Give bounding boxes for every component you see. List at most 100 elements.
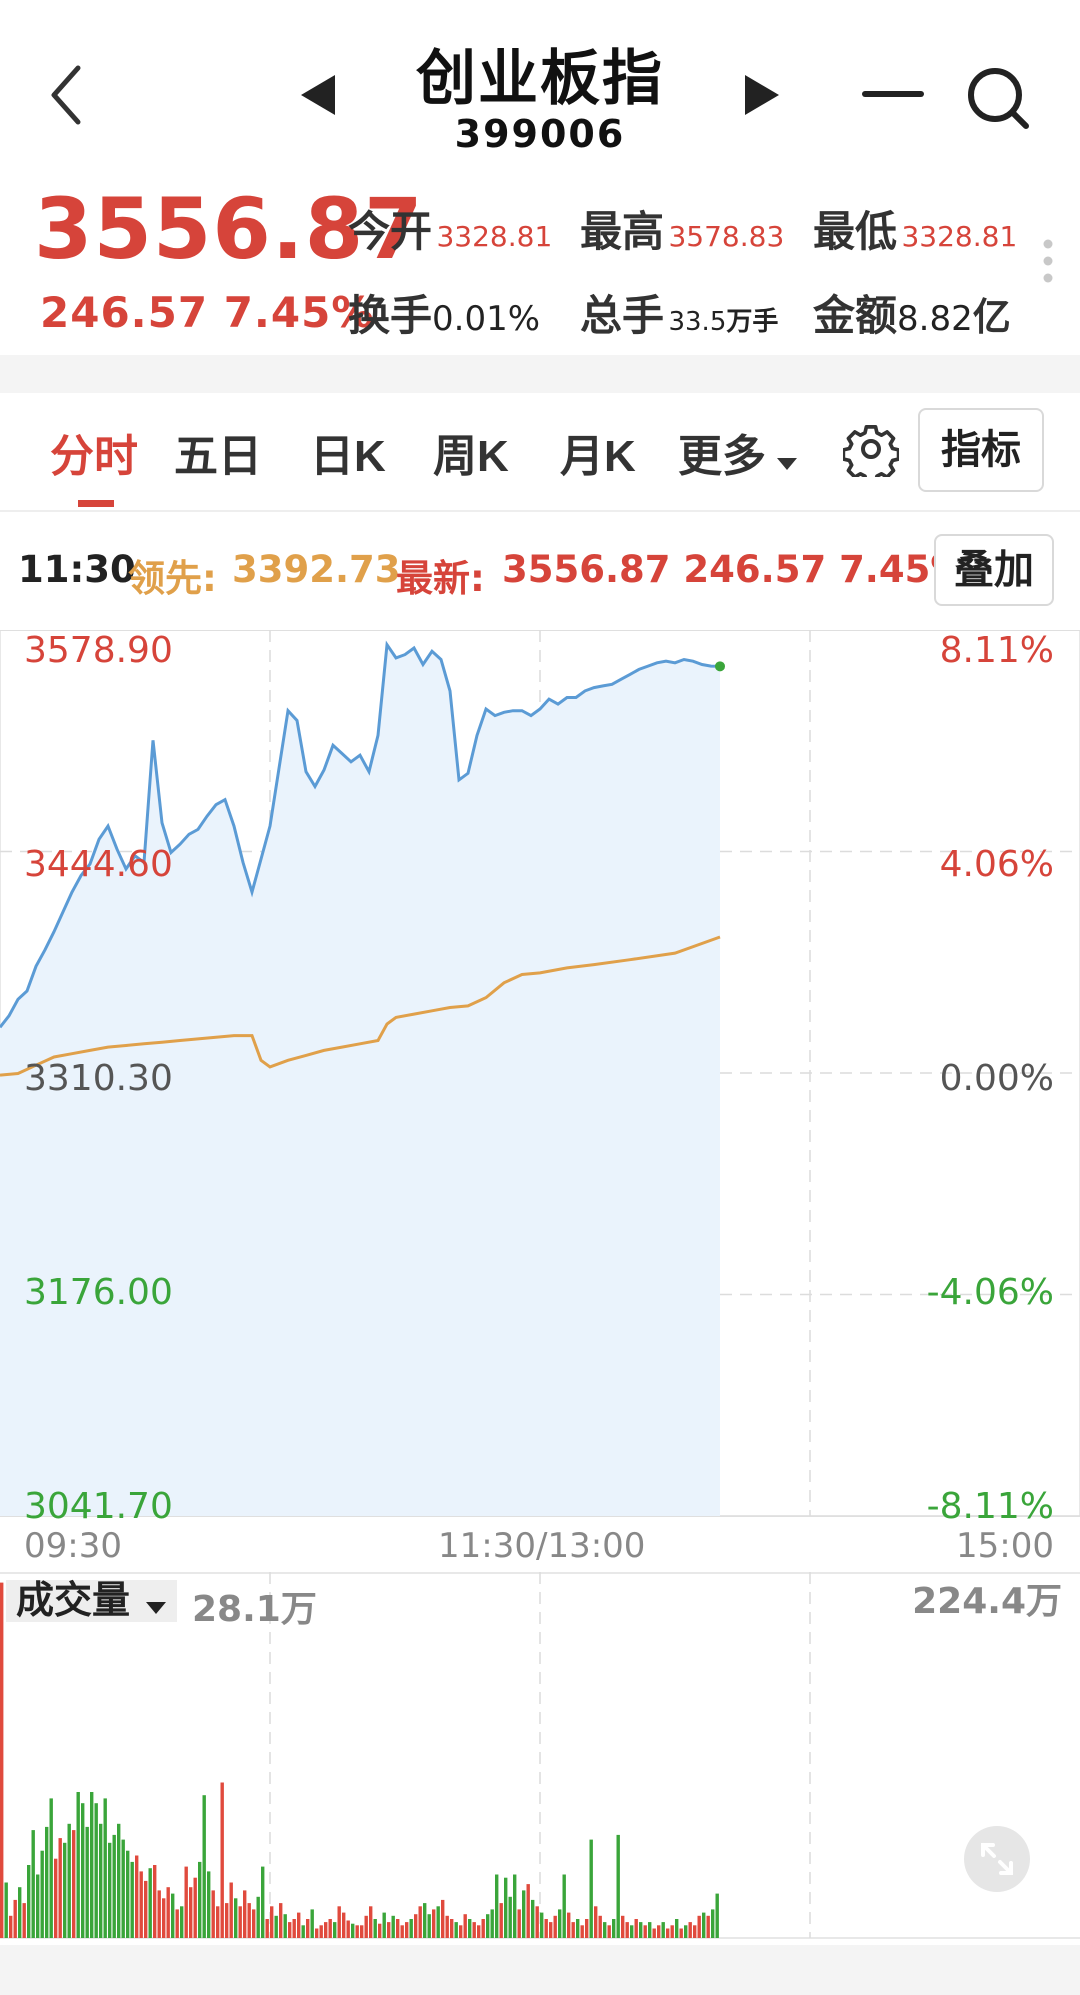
tab-five-day[interactable]: 五日 — [174, 432, 262, 481]
volume-bar — [40, 1850, 44, 1938]
volume-bar — [247, 1903, 251, 1938]
tab-intraday[interactable]: 分时 — [50, 432, 138, 481]
intraday-price-chart[interactable] — [0, 630, 1080, 1520]
volume-unit: 万手 — [726, 306, 779, 336]
crosshair-time: 11:30 — [18, 548, 136, 591]
latest-value: 3556.87 246.57 7.45% — [502, 548, 968, 591]
indicator-button[interactable]: 指标 — [918, 408, 1044, 492]
lead-label: 领先: — [128, 557, 217, 600]
volume-bar — [400, 1925, 404, 1938]
volume-bar — [63, 1842, 67, 1938]
volume-bar — [337, 1906, 341, 1938]
volume-bar — [94, 1803, 98, 1938]
turnover-value: 0.01% — [432, 299, 541, 339]
volume-bar — [211, 1890, 215, 1938]
volume-bar — [513, 1874, 517, 1938]
volume-bar — [553, 1915, 557, 1938]
pct-tick-label: -4.06% — [926, 1272, 1054, 1313]
next-stock-icon[interactable] — [738, 70, 788, 120]
tab-active-indicator — [78, 500, 114, 507]
volume-bar — [558, 1909, 562, 1938]
gear-icon[interactable] — [842, 420, 900, 478]
volume-bar — [144, 1880, 148, 1938]
low-label: 最低 — [813, 208, 898, 255]
high-value: 3578.83 — [668, 220, 785, 253]
volume-bar — [427, 1914, 431, 1938]
volume-bar — [193, 1877, 197, 1938]
volume-value: 33.5 — [668, 307, 727, 337]
volume-bar — [90, 1792, 94, 1938]
volume-indicator-select[interactable]: 成交量 — [6, 1580, 177, 1622]
volume-bar — [81, 1803, 85, 1938]
volume-bar — [324, 1922, 328, 1938]
volume-bar — [22, 1903, 26, 1938]
tab-monthly-k[interactable]: 月K — [560, 432, 636, 481]
volume-bar — [436, 1906, 440, 1938]
volume-bar — [49, 1798, 53, 1938]
amount-label: 金额 — [813, 292, 898, 339]
volume-bar — [612, 1919, 616, 1938]
volume-bar — [13, 1899, 17, 1938]
volume-bar — [45, 1826, 49, 1938]
volume-label: 总手 — [580, 292, 665, 339]
volume-bar — [607, 1925, 611, 1938]
amount-stat: 金额8.82亿 — [813, 282, 1011, 343]
volume-bar — [166, 1887, 170, 1938]
volume-bar — [603, 1922, 607, 1938]
change-percent: 7.45% — [223, 288, 375, 337]
x-tick-label: 15:00 — [956, 1526, 1054, 1566]
tab-weekly-k[interactable]: 周K — [433, 432, 509, 481]
y-tick-label: 3176.00 — [24, 1272, 173, 1313]
volume-chart[interactable] — [0, 1572, 1080, 1942]
pct-tick-label: 8.11% — [939, 630, 1054, 671]
volume-bar — [297, 1912, 301, 1938]
volume-bar — [634, 1919, 638, 1938]
volume-bar — [333, 1922, 337, 1938]
volume-bar — [130, 1861, 134, 1938]
y-tick-label: 3041.70 — [24, 1486, 173, 1527]
volume-stat: 总手 33.5万手 — [580, 282, 778, 343]
latest-price-dot — [715, 661, 725, 672]
volume-bar — [405, 1922, 409, 1938]
volume-bar — [234, 1898, 238, 1938]
tabs-divider — [0, 510, 1080, 512]
back-icon[interactable] — [40, 60, 92, 130]
minus-icon[interactable] — [860, 76, 926, 112]
volume-bar — [535, 1906, 539, 1938]
volume-bar — [378, 1923, 382, 1938]
volume-bar — [252, 1909, 256, 1938]
volume-bar — [517, 1909, 521, 1938]
volume-bar — [387, 1922, 391, 1938]
volume-bar — [396, 1919, 400, 1938]
search-icon[interactable] — [962, 62, 1034, 134]
volume-bar — [468, 1919, 472, 1938]
volume-bar — [643, 1925, 647, 1938]
price-area — [0, 644, 720, 1516]
more-dots-icon[interactable] — [1036, 236, 1060, 286]
volume-bar — [364, 1915, 368, 1938]
tab-more[interactable]: 更多 — [678, 420, 798, 484]
volume-bar — [445, 1915, 449, 1938]
volume-bar — [220, 1782, 224, 1938]
volume-bar — [693, 1925, 697, 1938]
volume-bar — [189, 1887, 193, 1938]
volume-bar — [711, 1909, 715, 1938]
volume-bar — [270, 1906, 274, 1938]
volume-bar — [256, 1896, 260, 1938]
high-label: 最高 — [580, 208, 665, 255]
tab-daily-k[interactable]: 日K — [310, 432, 386, 481]
volume-bar — [54, 1858, 58, 1938]
volume-bar — [346, 1920, 350, 1938]
stock-code: 399006 — [454, 112, 626, 156]
y-tick-label: 3444.60 — [24, 844, 173, 885]
volume-bar — [148, 1868, 152, 1938]
prev-stock-icon[interactable] — [292, 70, 342, 120]
volume-bar — [639, 1922, 643, 1938]
volume-bar — [522, 1890, 526, 1938]
volume-bar — [328, 1919, 332, 1938]
x-tick-label: 11:30/13:00 — [438, 1526, 646, 1566]
overlay-button[interactable]: 叠加 — [934, 534, 1054, 606]
volume-bar — [715, 1893, 719, 1938]
fullscreen-icon[interactable] — [964, 1826, 1030, 1892]
volume-bar — [301, 1925, 305, 1938]
